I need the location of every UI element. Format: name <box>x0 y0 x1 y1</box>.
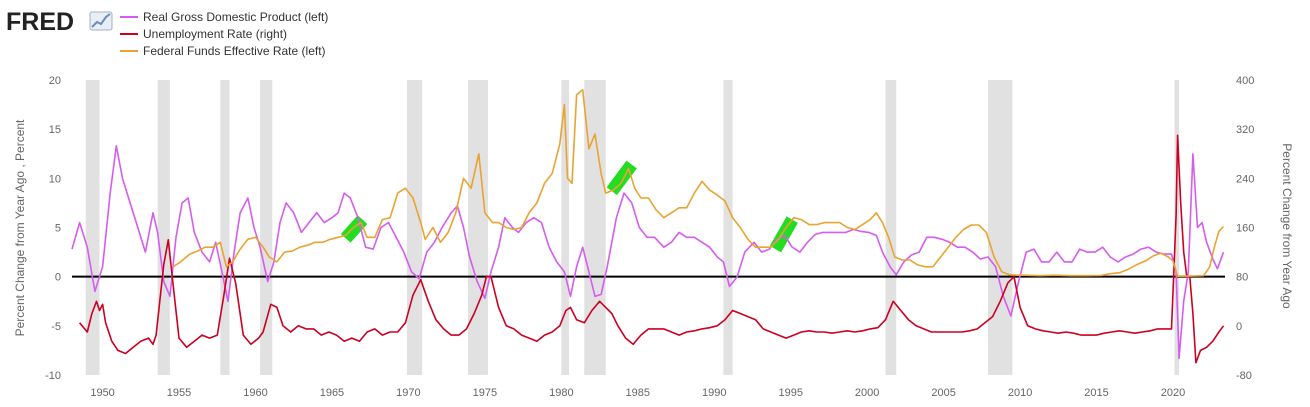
recession-band <box>406 80 423 375</box>
left-tick-label: 15 <box>49 124 61 136</box>
x-tick-label: 2010 <box>1008 387 1032 399</box>
right-tick-label: 240 <box>1236 173 1254 185</box>
series-line[interactable] <box>172 89 1225 278</box>
left-axis-ticks: -10 -5 0 5 10 15 20 <box>45 75 61 382</box>
x-tick-label: 1955 <box>167 387 191 399</box>
x-tick-label: 1965 <box>320 387 344 399</box>
x-tick-label: 2000 <box>855 387 879 399</box>
right-tick-label: 400 <box>1236 75 1254 87</box>
left-tick-label: -10 <box>45 370 61 382</box>
left-axis-title: Percent Change from Year Ago , Percent <box>13 119 27 336</box>
legend-label: Real Gross Domestic Product (left) <box>143 10 328 24</box>
x-tick-label: 1960 <box>243 387 267 399</box>
recession-band <box>260 80 273 375</box>
x-tick-label: 2015 <box>1084 387 1108 399</box>
x-tick-label: 1985 <box>626 387 650 399</box>
highlight-mark <box>769 216 798 253</box>
x-tick-label: 1980 <box>549 387 573 399</box>
series-line[interactable] <box>71 145 1225 360</box>
x-tick-label: 2020 <box>1161 387 1185 399</box>
right-axis-title: Percent Change from Year Ago <box>1280 143 1294 309</box>
right-tick-label: 160 <box>1236 223 1254 235</box>
recession-band <box>220 80 230 375</box>
recession-band <box>584 80 606 375</box>
x-tick-label: 1995 <box>778 387 802 399</box>
legend-item[interactable]: Federal Funds Effective Rate (left) <box>120 44 326 58</box>
x-axis-ticks: 1950 1955 1960 1965 1970 1975 1980 1985 1990 1995… <box>90 387 1185 399</box>
right-tick-label: 320 <box>1236 124 1254 136</box>
recession-band <box>1174 80 1180 375</box>
right-tick-label: 0 <box>1236 321 1242 333</box>
left-tick-label: 10 <box>49 173 61 185</box>
recession-band <box>468 80 488 375</box>
fred-logo-text: FRED <box>6 8 74 36</box>
legend-label: Unemployment Rate (right) <box>143 27 287 41</box>
x-tick-label: 1990 <box>702 387 726 399</box>
recession-band <box>723 80 733 375</box>
legend-item[interactable]: Real Gross Domestic Product (left) <box>120 10 328 24</box>
left-tick-label: 20 <box>49 75 61 87</box>
x-tick-label: 2005 <box>931 387 955 399</box>
legend-item[interactable]: Unemployment Rate (right) <box>120 27 287 41</box>
right-tick-label: -80 <box>1236 370 1252 382</box>
recession-band <box>157 80 170 375</box>
right-axis-ticks: -80 0 80 160 240 320 400 <box>1236 75 1254 382</box>
x-tick-label: 1975 <box>473 387 497 399</box>
x-tick-label: 1950 <box>90 387 114 399</box>
left-tick-label: 0 <box>55 272 61 284</box>
recession-band <box>561 80 569 375</box>
left-tick-label: 5 <box>55 223 61 235</box>
recession-band <box>987 80 1013 375</box>
legend-label: Federal Funds Effective Rate (left) <box>143 44 326 58</box>
x-tick-label: 1970 <box>396 387 420 399</box>
fred-chart-icon <box>89 11 113 31</box>
fred-logo[interactable]: FRED <box>6 8 113 36</box>
recession-bands <box>85 80 1180 375</box>
recession-band <box>885 80 897 375</box>
right-tick-label: 80 <box>1236 272 1248 284</box>
series-line[interactable] <box>78 134 1225 364</box>
series-lines <box>71 89 1225 364</box>
legend: Real Gross Domestic Product (left) Unempl… <box>120 10 328 58</box>
left-tick-label: -5 <box>51 321 61 333</box>
